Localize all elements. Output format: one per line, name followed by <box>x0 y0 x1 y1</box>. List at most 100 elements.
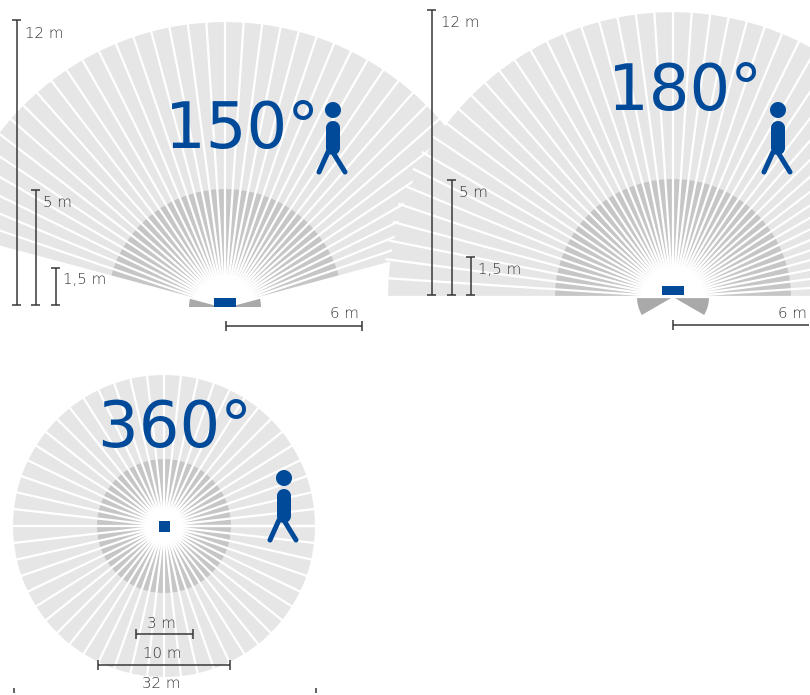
outer-zone-150 <box>0 22 501 307</box>
diagram-180: 180° 12 m 5 m 1,5 m 6 m <box>383 7 810 330</box>
zone-ray <box>47 76 226 308</box>
zone-ray <box>672 139 810 298</box>
zone-ray <box>0 229 226 309</box>
zone-ray <box>15 524 165 561</box>
zone-ray <box>62 65 226 308</box>
zone-ray <box>672 175 810 298</box>
zone-ray <box>672 190 810 298</box>
diameter-label-3m: 3 m <box>147 614 176 632</box>
zone-ray <box>163 525 231 664</box>
zone-ray <box>672 249 810 299</box>
zone-ray <box>480 78 674 298</box>
diameter-label-32m: 32 m <box>142 674 180 692</box>
zone-ray <box>224 65 388 308</box>
height-label-1-5m: 1,5 m <box>63 270 106 288</box>
zone-rays-180 <box>383 7 810 299</box>
zone-rays-150 <box>0 17 506 309</box>
zone-ray <box>68 525 165 646</box>
diagram-360: 360° 3 m 10 m 32 m <box>12 374 317 693</box>
zone-ray <box>12 524 165 545</box>
zone-ray <box>44 525 165 622</box>
coverage-zones-150 <box>0 17 506 309</box>
zone-ray <box>634 9 675 298</box>
zone-ray <box>404 185 674 299</box>
zone-ray <box>145 525 166 678</box>
zone-ray <box>34 444 165 527</box>
zone-ray <box>223 26 302 308</box>
zone-ray <box>224 88 418 308</box>
zone-ray <box>163 459 302 527</box>
zone-ray <box>223 17 246 308</box>
zone-ray <box>162 374 183 527</box>
zone-ray <box>224 46 355 308</box>
zone-ray <box>34 525 165 608</box>
range-label-180: 6 m <box>778 304 807 322</box>
person-walking-icon <box>316 102 348 175</box>
zone-ray <box>68 406 165 527</box>
zone-ray <box>442 119 674 298</box>
zone-ray <box>0 132 226 308</box>
zone-ray <box>652 7 675 298</box>
angle-label-360: 360° <box>98 389 252 463</box>
zone-ray <box>672 204 810 298</box>
zone-ray <box>412 167 674 298</box>
zone-ray <box>167 22 227 308</box>
zone-ray <box>26 459 165 527</box>
zone-ray <box>163 388 231 527</box>
zone-ray <box>6 114 226 308</box>
zone-ray <box>112 382 166 527</box>
zone-ray <box>82 525 165 656</box>
zone-ray <box>163 444 294 527</box>
zone-ray <box>398 202 674 299</box>
zone-ray <box>163 525 260 646</box>
range-scale-150 <box>225 321 363 331</box>
zone-ray <box>0 194 226 308</box>
zone-rays-360 <box>12 374 316 678</box>
person-walking-icon <box>761 102 793 175</box>
zone-ray <box>162 525 216 670</box>
zone-ray <box>163 525 284 622</box>
zone-ray <box>162 377 199 527</box>
height-label-12m: 12 m <box>441 13 479 31</box>
zone-ray <box>129 525 166 675</box>
zone-ray <box>204 17 227 308</box>
zone-ray <box>95 46 226 308</box>
sensor-icon <box>662 286 684 295</box>
zone-ray <box>224 114 444 308</box>
zone-ray <box>223 22 283 308</box>
zone-ray <box>527 45 674 298</box>
zone-ray <box>112 525 166 670</box>
zone-ray <box>20 474 165 528</box>
zone-ray <box>672 228 810 298</box>
zone-ray <box>467 91 674 298</box>
diameter-label-10m: 10 m <box>143 644 181 662</box>
zone-ray <box>672 277 810 299</box>
zone-ray <box>163 524 313 561</box>
zone-ray <box>163 525 302 593</box>
zone-ray <box>421 151 674 298</box>
zone-ray <box>163 524 308 578</box>
zone-ray <box>163 396 246 527</box>
zone-ray <box>32 88 226 308</box>
zone-ray <box>0 155 226 308</box>
zone-ray <box>163 525 294 608</box>
zone-ray <box>113 38 227 308</box>
zone-ray <box>672 89 810 298</box>
zone-ray <box>163 524 316 545</box>
zone-ray <box>578 22 675 298</box>
zone-ray <box>44 430 165 527</box>
zone-ray <box>162 525 183 678</box>
zone-ray <box>129 377 166 527</box>
zone-ray <box>510 55 674 298</box>
zone-ray <box>224 55 371 308</box>
zone-ray <box>223 19 264 308</box>
zone-ray <box>97 388 165 527</box>
height-scale-150 <box>12 19 60 306</box>
zone-ray <box>385 258 674 299</box>
zone-ray <box>0 212 226 309</box>
zone-ray <box>0 245 226 309</box>
zone-ray <box>186 19 227 308</box>
zone-ray <box>672 116 810 298</box>
zone-ray <box>672 36 803 298</box>
